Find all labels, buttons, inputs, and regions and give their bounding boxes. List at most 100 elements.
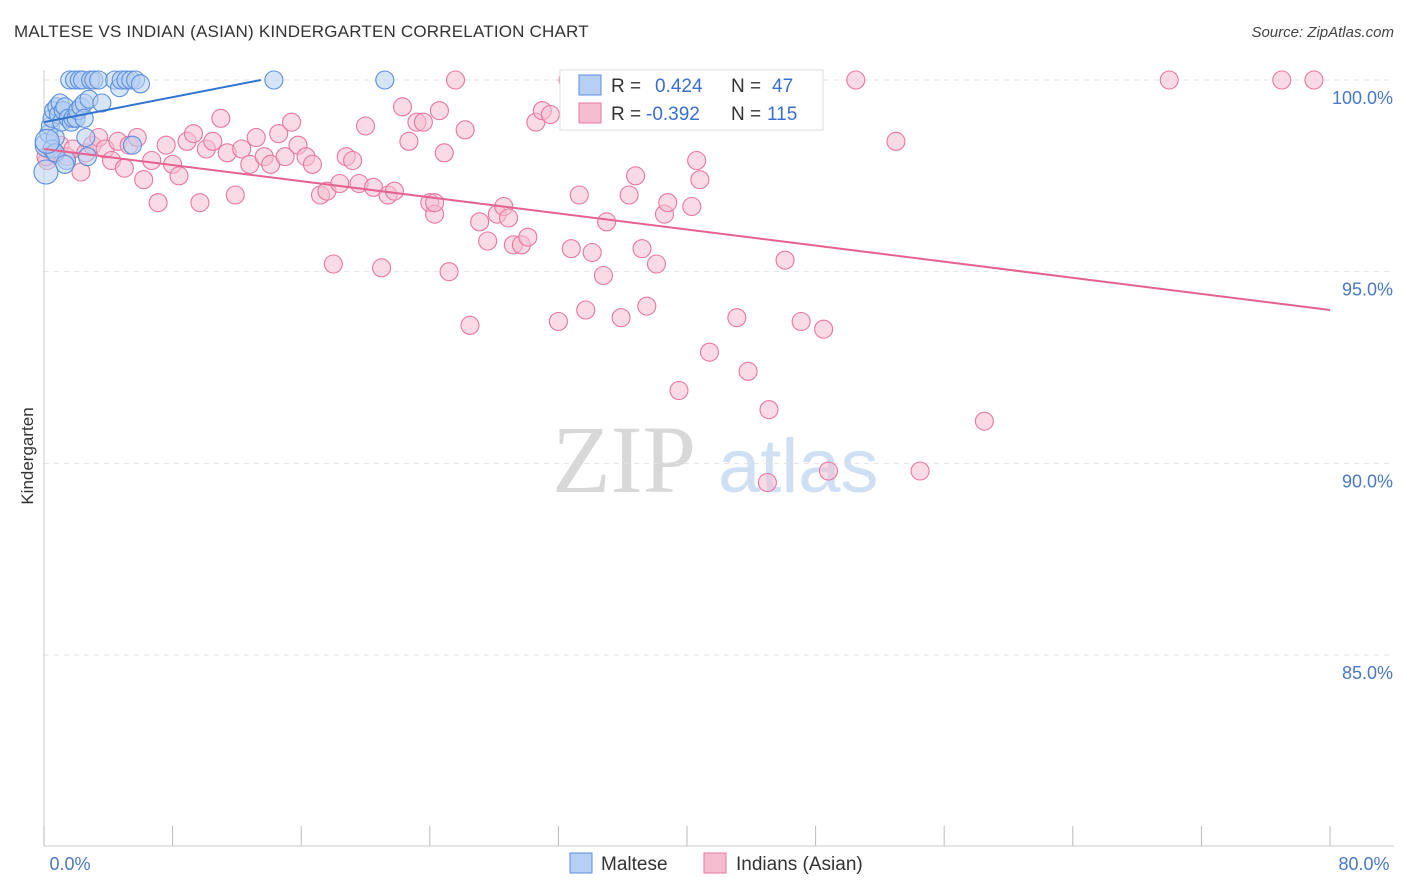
data-point <box>156 135 176 155</box>
chart-title: MALTESE VS INDIAN (ASIAN) KINDERGARTEN C… <box>14 22 589 41</box>
y-tick-label: 85.0% <box>1342 663 1393 683</box>
data-point <box>597 212 617 232</box>
data-point <box>460 315 480 335</box>
data-point <box>757 472 777 493</box>
data-point <box>619 185 639 205</box>
data-point <box>225 185 245 205</box>
bottom-legend-label-maltese: Maltese <box>601 854 668 875</box>
data-point <box>669 380 689 401</box>
data-point <box>264 70 284 90</box>
legend-swatch-maltese <box>578 74 602 96</box>
data-point <box>814 319 834 339</box>
data-point <box>375 70 395 90</box>
x-axis-ticks <box>43 826 1331 846</box>
legend-r-value-indian: -0.392 <box>646 104 700 125</box>
data-point <box>122 135 142 155</box>
axes <box>43 70 1394 847</box>
data-point <box>540 104 560 125</box>
data-point <box>576 300 596 320</box>
watermark-zip: ZIP <box>552 406 696 513</box>
data-point <box>569 185 589 205</box>
data-point <box>699 342 720 362</box>
data-point <box>183 124 204 144</box>
data-point <box>302 154 323 174</box>
data-point <box>323 254 343 274</box>
data-point <box>343 150 363 171</box>
data-point <box>439 262 459 282</box>
data-point <box>429 101 449 121</box>
data-point <box>818 461 839 481</box>
data-point <box>791 311 811 332</box>
y-axis-label: Kindergarten <box>18 407 37 504</box>
watermark-atlas: atlas <box>718 424 879 509</box>
data-point <box>1272 70 1292 90</box>
bottom-legend-label-indian: Indians (Asian) <box>736 854 863 875</box>
data-point <box>399 131 419 151</box>
data-point <box>142 150 162 171</box>
data-point <box>372 258 392 278</box>
trendline-maltese <box>43 79 262 124</box>
data-point <box>611 308 631 328</box>
stats-legend-box <box>559 69 824 131</box>
legend-n-value-indian: 115 <box>767 104 797 125</box>
data-point <box>445 70 466 90</box>
data-point <box>413 112 433 132</box>
data-point <box>775 250 795 270</box>
data-point <box>148 193 168 213</box>
x-tick-label-min: 0.0% <box>49 854 90 874</box>
data-point <box>34 128 60 154</box>
data-point <box>658 193 678 213</box>
data-point <box>738 361 758 381</box>
data-point <box>499 208 519 228</box>
x-tick-label-max: 80.0% <box>1338 854 1389 874</box>
trend-lines <box>43 79 1331 311</box>
data-point <box>74 108 94 128</box>
data-point <box>76 127 96 148</box>
data-point <box>455 120 475 140</box>
data-point <box>759 400 779 420</box>
data-point <box>130 74 150 94</box>
data-point <box>470 212 490 232</box>
data-point <box>392 97 413 117</box>
bottom-legend-swatch-indian <box>703 852 727 874</box>
data-point <box>33 159 59 185</box>
legend-r-label-indian: R = <box>611 104 641 125</box>
data-point <box>910 461 930 481</box>
legend-r-value-maltese: 0.424 <box>655 76 703 97</box>
bottom-legend-swatch-maltese <box>569 852 593 874</box>
data-point <box>246 127 266 148</box>
data-point <box>330 173 350 194</box>
y-tick-label: 100.0% <box>1332 88 1393 108</box>
legend-swatch-indian <box>578 102 602 124</box>
source-credit: Source: ZipAtlas.com <box>1251 24 1394 41</box>
data-point <box>77 147 97 167</box>
data-point <box>169 166 189 186</box>
data-point <box>727 308 747 328</box>
data-point <box>92 93 112 113</box>
data-point <box>1159 70 1179 90</box>
data-point <box>886 131 906 151</box>
data-point <box>55 154 75 174</box>
legend-n-label-maltese: N = <box>731 76 761 97</box>
series-legend: Maltese Indians (Asian) <box>569 852 863 875</box>
data-point <box>355 116 376 136</box>
data-point <box>203 131 223 151</box>
data-point <box>1304 70 1324 90</box>
data-point <box>478 231 498 251</box>
y-tick-label: 95.0% <box>1342 280 1393 300</box>
data-point <box>637 296 657 316</box>
data-point <box>974 411 994 431</box>
data-point <box>89 70 109 90</box>
data-point <box>548 311 568 332</box>
legend-n-value-maltese: 47 <box>772 76 793 97</box>
data-point <box>282 112 302 132</box>
trendline-indians-asian <box>43 148 1331 311</box>
data-point <box>190 193 210 213</box>
data-point <box>632 239 652 259</box>
stats-legend: R = 0.424 N = 47 R = -0.392 N = 115 <box>559 69 824 131</box>
legend-r-label-maltese: R = <box>611 76 641 97</box>
data-point <box>646 254 667 274</box>
data-point <box>114 158 134 178</box>
data-point <box>582 242 602 263</box>
